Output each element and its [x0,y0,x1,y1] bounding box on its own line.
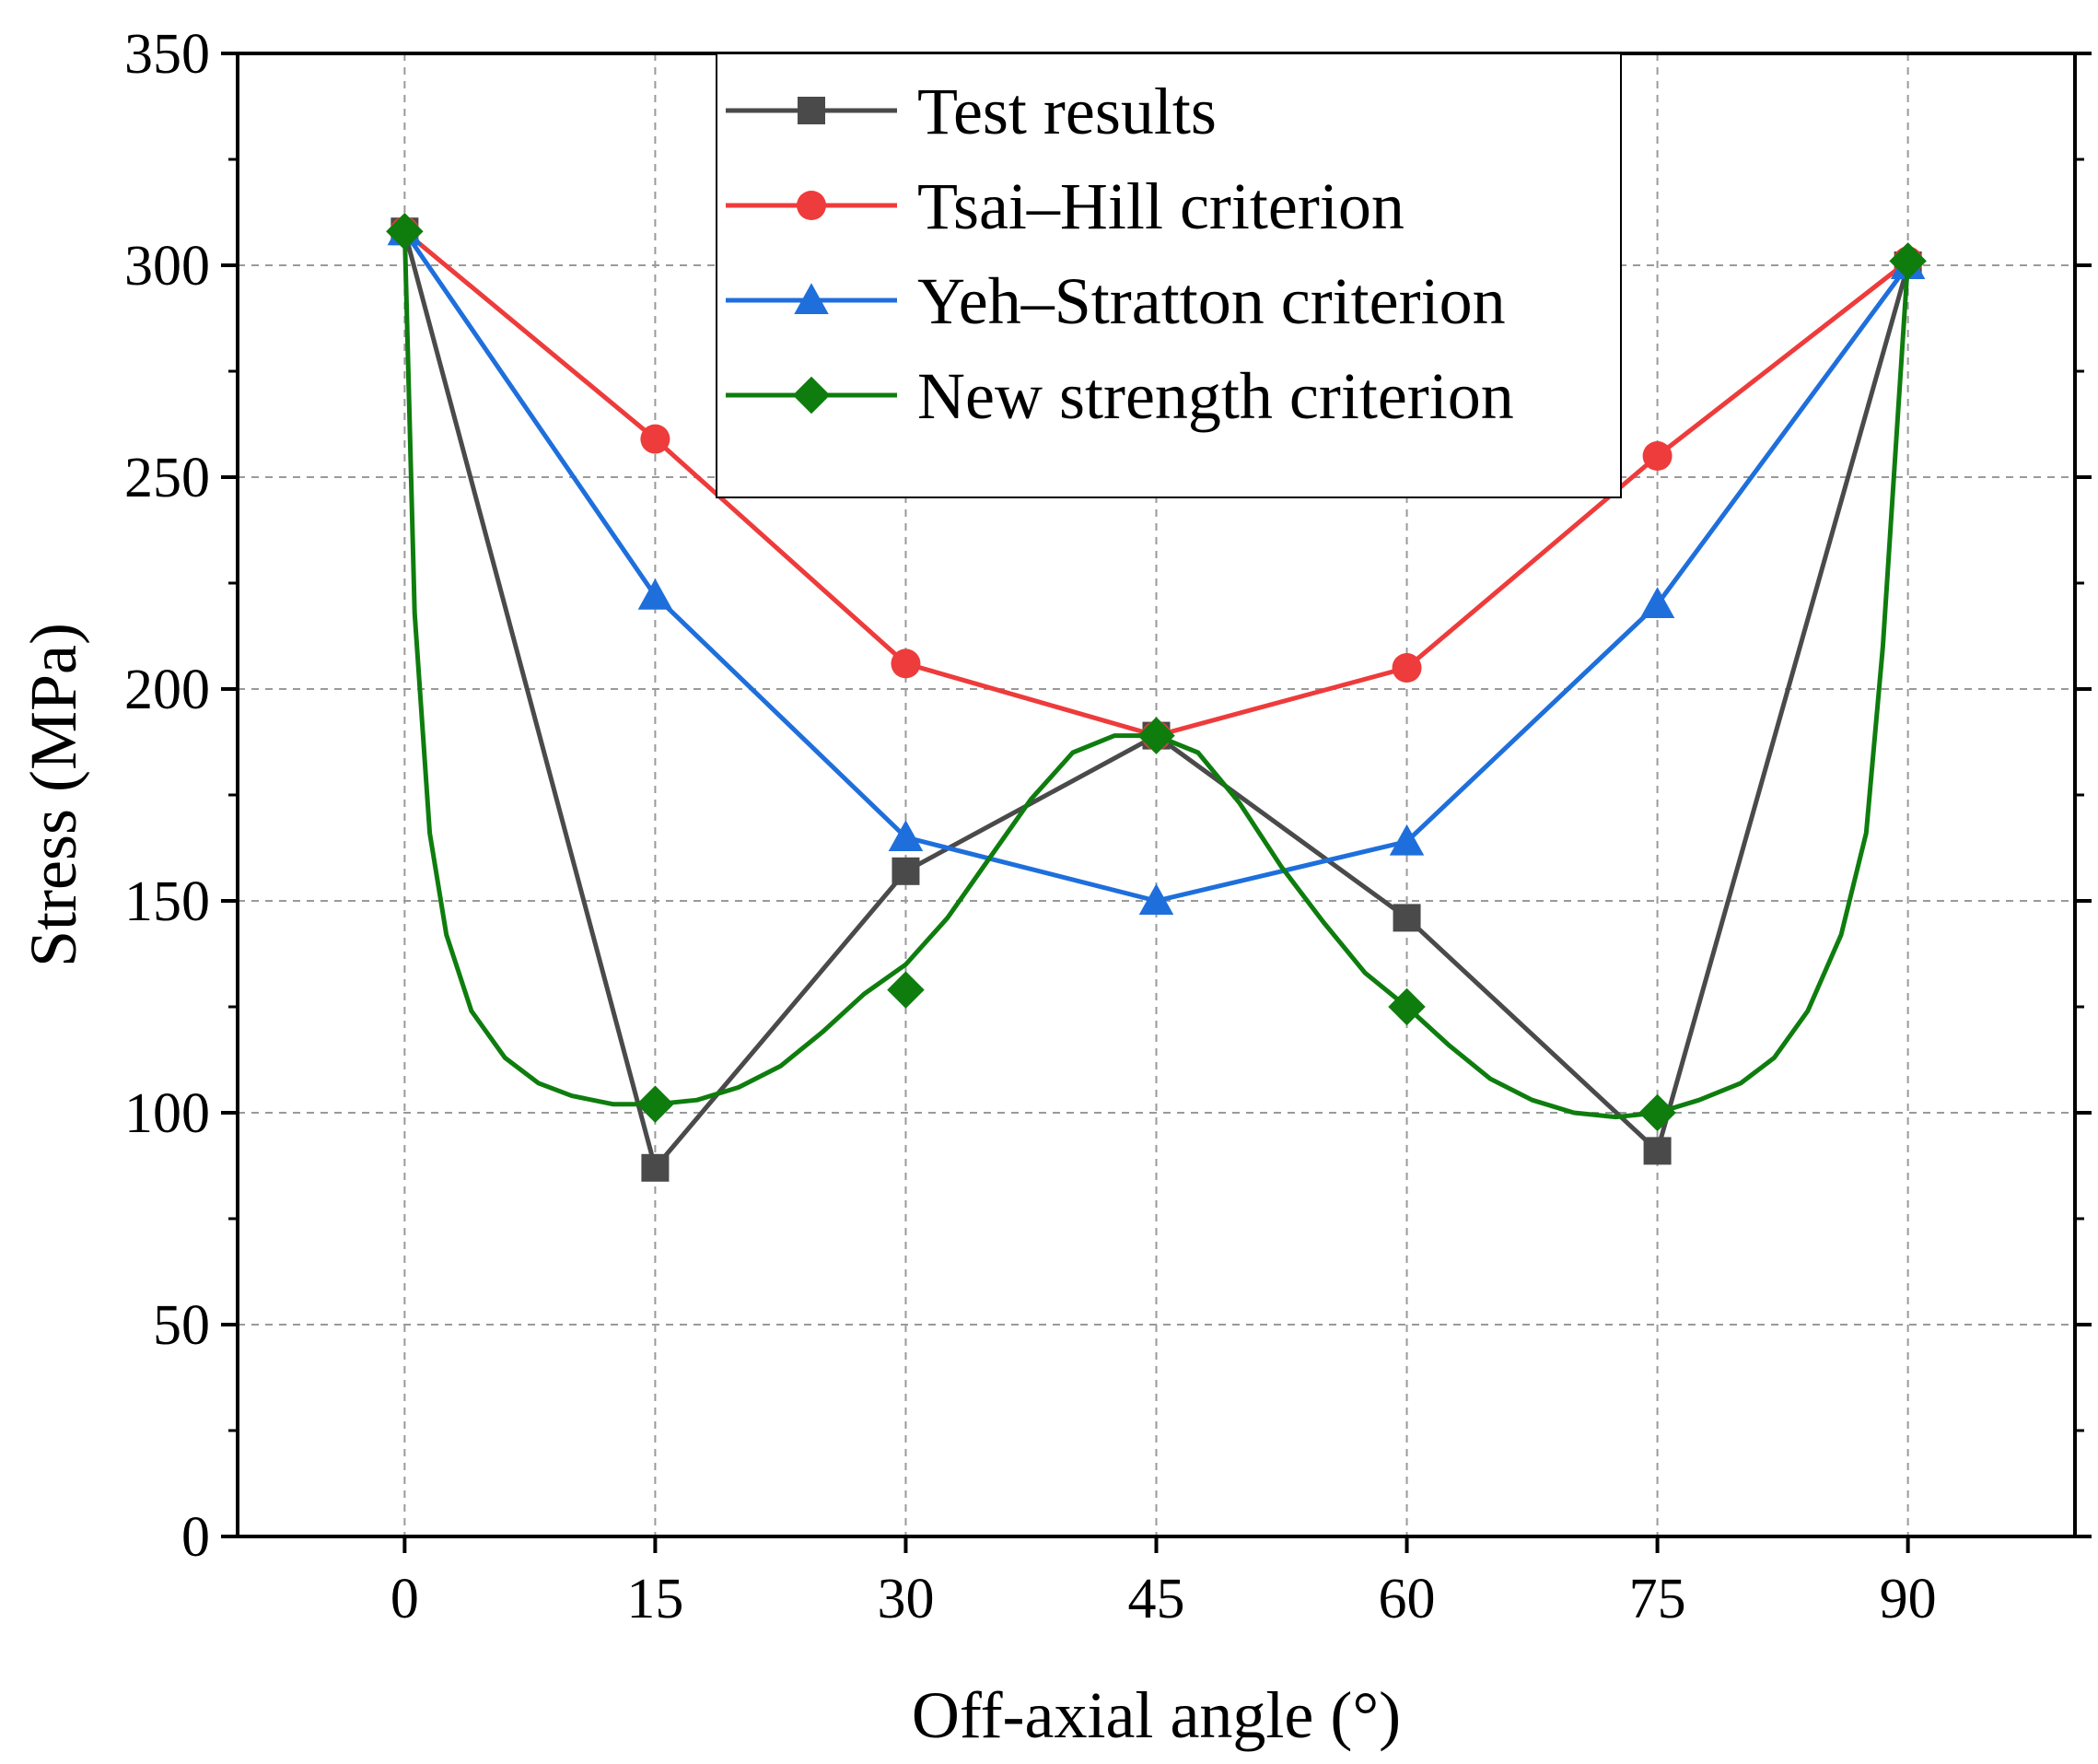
diamond-marker [386,212,424,251]
y-tick-label: 100 [124,1082,210,1145]
circle-marker [891,648,921,679]
diamond-marker [636,1085,674,1124]
legend-label: New strength criterion [917,359,1514,433]
square-marker [641,1153,670,1182]
square-marker [1643,1137,1672,1165]
triangle-marker [1389,824,1425,856]
legend-item: Tsai–Hill criterion [726,169,1404,243]
x-tick-label: 0 [390,1568,419,1630]
diamond-marker [1137,717,1175,754]
y-tick-label: 150 [124,870,210,933]
legend-item: Test results [726,75,1217,148]
triangle-marker [1639,587,1675,618]
axis-ticks: 0 50 100 150 200 250 300 350 0 15 30 45 60 75 90 [124,23,2092,1630]
x-tick-label: 15 [626,1568,683,1630]
x-tick-label: 30 [877,1568,934,1630]
y-axis-title: Stress (MPa) [17,623,90,967]
circle-marker [1392,653,1422,683]
x-tick-label: 90 [1880,1568,1937,1630]
diamond-marker [1638,1093,1676,1132]
legend-box [716,53,1622,498]
square-marker [798,97,825,124]
diamond-marker [1889,242,1927,280]
square-marker [892,857,920,885]
circle-marker [1642,441,1673,471]
square-marker [1393,904,1421,932]
legend-label: Yeh–Stratton criterion [917,264,1506,338]
x-tick-label: 45 [1128,1568,1185,1630]
triangle-marker [794,283,829,314]
triangle-marker [888,820,924,851]
triangle-marker [637,578,673,610]
y-tick-label: 0 [181,1506,210,1569]
y-tick-label: 350 [124,23,210,86]
x-tick-label: 75 [1629,1568,1686,1630]
y-tick-label: 250 [124,447,210,509]
circle-marker [797,191,826,220]
x-axis-title: Off-axial angle (°) [912,1678,1401,1752]
series-layer [386,212,1927,1182]
legend-item: New strength criterion [726,359,1514,433]
diamond-marker [1388,987,1426,1026]
diamond-marker [887,971,925,1009]
y-tick-label: 200 [124,659,210,721]
legend: Test results Tsai–Hill criterion Yeh–Strat… [716,53,1622,498]
legend-label: Tsai–Hill criterion [917,169,1404,243]
series-diamond [386,212,1927,1132]
x-tick-label: 60 [1379,1568,1436,1630]
legend-label: Test results [917,75,1217,148]
circle-marker [640,424,670,454]
legend-item: Yeh–Stratton criterion [726,264,1506,338]
y-tick-label: 300 [124,235,210,298]
triangle-marker [1138,883,1174,915]
y-tick-label: 50 [153,1294,210,1357]
diamond-marker [792,376,831,415]
